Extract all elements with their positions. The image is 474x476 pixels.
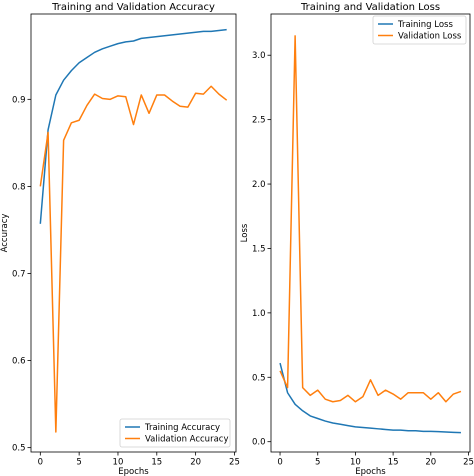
y-tick-label: 0.5	[12, 444, 26, 454]
legend-entry: Training Accuracy	[144, 423, 220, 433]
x-tick-label: 0	[277, 458, 282, 468]
series-line-training-accuracy	[39, 28, 227, 224]
y-tick-label: 0.6	[12, 357, 26, 367]
legend-box	[372, 15, 467, 45]
y-tick-label: 2.5	[252, 116, 266, 126]
chart-panel-2: 0 5 10 15 20 25 0.0 0.5 1.0 1.5 2.0 2.5 3.0 Training …	[240, 2, 474, 476]
y-tick-label: 0.7	[12, 269, 26, 279]
y-tick-label: 1.0	[252, 309, 266, 319]
y-tick-label: 1.5	[252, 244, 266, 254]
y-tick-label: 0.5	[252, 373, 266, 383]
legend: Training Accuracy Validation Accuracy	[119, 418, 231, 448]
legend: Training Loss Validation Loss	[372, 15, 467, 45]
x-tick-label: 25	[229, 458, 240, 468]
series-line-validation-loss	[279, 35, 462, 403]
x-tick-label: 10	[350, 458, 361, 468]
y-axis-label: Accuracy	[0, 214, 10, 253]
legend-entry: Validation Accuracy	[145, 435, 228, 445]
legend-box	[119, 418, 231, 448]
x-axis-label: Epochs	[118, 467, 149, 476]
chart-title: Training and Validation Loss	[300, 2, 440, 13]
x-tick-label: 0	[38, 458, 43, 468]
y-tick-label: 0.8	[12, 182, 26, 192]
legend-entry: Validation Loss	[398, 32, 462, 42]
y-tick-label: 3.0	[252, 51, 266, 61]
x-tick-label: 25	[463, 458, 474, 468]
x-axis-label: Epochs	[355, 467, 386, 476]
x-tick-label: 5	[315, 458, 320, 468]
x-tick-label: 20	[425, 458, 436, 468]
x-tick-label: 15	[151, 458, 162, 468]
chart-title: Training and Validation Accuracy	[51, 2, 215, 13]
x-tick-label: 20	[190, 458, 201, 468]
y-axis-label: Loss	[240, 223, 250, 242]
series-line-training-loss	[279, 362, 461, 434]
y-tick-label: 2.0	[252, 180, 266, 190]
x-tick-label: 10	[113, 458, 124, 468]
x-tick-label: 15	[388, 458, 399, 468]
legend-entry: Training Loss	[397, 20, 453, 30]
y-tick-label: 0.0	[252, 438, 266, 448]
chart-panel-1: 0 5 10 15 20 25 0.5 0.6 0.7 0.8 0.9 Training and Va…	[0, 2, 240, 476]
y-tick-label: 0.9	[12, 95, 26, 105]
series-line-validation-accuracy	[39, 85, 228, 433]
axes-frame	[270, 13, 471, 453]
axes-frame	[30, 13, 237, 453]
x-tick-label: 5	[76, 458, 81, 468]
